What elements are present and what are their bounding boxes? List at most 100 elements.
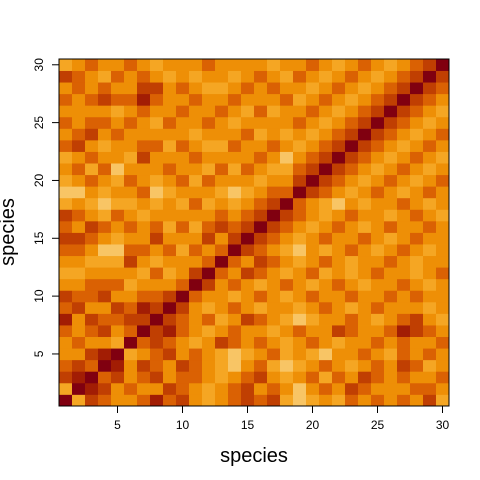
heatmap-cell — [228, 105, 242, 118]
heatmap-cell — [371, 116, 385, 129]
heatmap-cell — [176, 371, 190, 384]
heatmap-cell — [176, 70, 190, 83]
heatmap-cell — [345, 244, 359, 257]
heatmap-cell — [371, 128, 385, 141]
heatmap-cell — [241, 82, 255, 95]
heatmap-cell — [280, 394, 294, 407]
heatmap-cell — [189, 255, 203, 268]
y-tick-label: 10 — [32, 289, 46, 303]
heatmap-cell — [228, 313, 242, 326]
heatmap-cell — [293, 105, 307, 118]
heatmap-cell — [228, 336, 242, 349]
heatmap-cell — [124, 139, 138, 152]
heatmap-cell — [124, 244, 138, 257]
heatmap-cell — [358, 151, 372, 164]
heatmap-cell — [397, 70, 411, 83]
heatmap-cell — [410, 197, 424, 210]
heatmap-cell — [254, 128, 268, 141]
heatmap-cell — [423, 267, 437, 280]
heatmap-cell — [384, 336, 398, 349]
heatmap-cell — [358, 163, 372, 176]
heatmap-cell — [280, 174, 294, 187]
heatmap-cell — [85, 371, 99, 384]
y-axis-ticks: 5 10 15 20 25 30 — [32, 58, 59, 357]
heatmap-cell — [176, 382, 190, 395]
heatmap-cell — [371, 313, 385, 326]
heatmap-cell — [111, 371, 125, 384]
heatmap-cell — [241, 128, 255, 141]
heatmap-cell — [241, 209, 255, 222]
plot-frame — [58, 58, 450, 407]
heatmap-cell — [202, 186, 216, 199]
heatmap-cell — [163, 336, 177, 349]
heatmap-cell — [384, 186, 398, 199]
heatmap-cell — [332, 93, 346, 106]
heatmap-cell — [319, 116, 333, 129]
heatmap-cell — [228, 139, 242, 152]
heatmap-cell — [215, 220, 229, 233]
heatmap-cell — [98, 290, 112, 303]
heatmap-cell — [436, 244, 450, 257]
heatmap-cell — [332, 301, 346, 314]
heatmap-cell — [293, 93, 307, 106]
heatmap-cell — [293, 151, 307, 164]
heatmap-cell — [306, 382, 320, 395]
heatmap-cell — [215, 59, 229, 71]
heatmap-cell — [319, 128, 333, 141]
heatmap-cell — [176, 255, 190, 268]
heatmap-cell — [371, 232, 385, 245]
heatmap-cell — [254, 209, 268, 222]
heatmap-cell — [150, 209, 164, 222]
heatmap-cell — [163, 394, 177, 407]
heatmap-cell — [436, 128, 450, 141]
heatmap-cell — [332, 394, 346, 407]
heatmap-cell — [163, 59, 177, 71]
heatmap-cell — [410, 82, 424, 95]
heatmap-cell — [176, 163, 190, 176]
heatmap-cell — [163, 325, 177, 337]
heatmap-cell — [345, 128, 359, 141]
heatmap-cell — [98, 232, 112, 245]
heatmap-cell — [358, 59, 372, 71]
heatmap-cell — [98, 197, 112, 210]
heatmap-cell — [72, 278, 86, 291]
heatmap-cell — [85, 359, 99, 372]
heatmap-cell — [202, 371, 216, 384]
heatmap-cell — [293, 313, 307, 326]
heatmap-cell — [189, 197, 203, 210]
heatmap-cell — [72, 93, 86, 106]
heatmap-cell — [137, 359, 151, 372]
heatmap-cell — [436, 359, 450, 372]
heatmap-cell — [72, 382, 86, 395]
heatmap-cell — [137, 232, 151, 245]
heatmap-cell — [397, 232, 411, 245]
heatmap-cell — [189, 105, 203, 118]
heatmap-cell — [176, 116, 190, 129]
heatmap-cell — [319, 348, 333, 361]
heatmap-cell — [72, 255, 86, 268]
heatmap-cell — [423, 394, 437, 407]
heatmap-cell — [228, 174, 242, 187]
heatmap-cell — [436, 325, 450, 337]
heatmap-cell — [176, 139, 190, 152]
heatmap-cell — [397, 325, 411, 337]
heatmap-cell — [228, 116, 242, 129]
heatmap-cell — [319, 394, 333, 407]
heatmap-cell — [85, 325, 99, 337]
heatmap-cell — [371, 174, 385, 187]
heatmap-cell — [267, 301, 281, 314]
heatmap-cell — [410, 348, 424, 361]
heatmap-cell — [59, 93, 73, 106]
heatmap-cell — [111, 128, 125, 141]
heatmap-cell — [176, 151, 190, 164]
heatmap-cell — [319, 186, 333, 199]
heatmap-cell — [423, 255, 437, 268]
heatmap-cell — [98, 301, 112, 314]
heatmap-cell — [111, 267, 125, 280]
heatmap-cell — [332, 186, 346, 199]
heatmap-cell — [137, 116, 151, 129]
heatmap-cell — [358, 186, 372, 199]
heatmap-cell — [124, 371, 138, 384]
heatmap-cell — [176, 267, 190, 280]
heatmap-cell — [215, 163, 229, 176]
